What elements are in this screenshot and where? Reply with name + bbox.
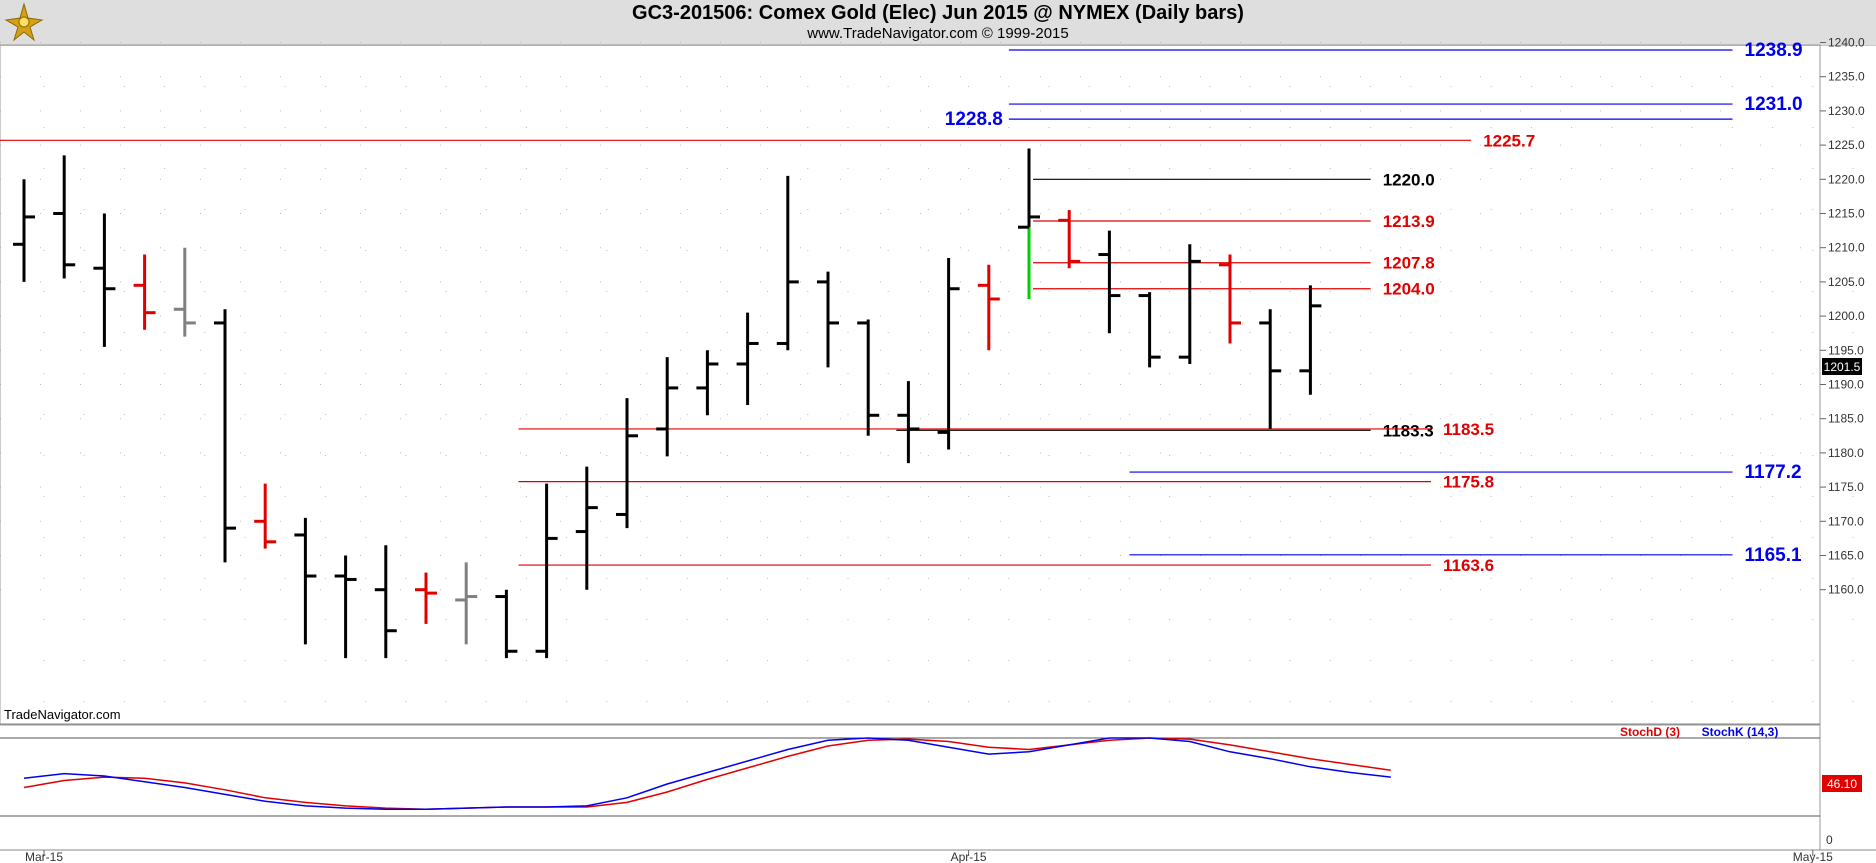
chart-subtitle: www.TradeNavigator.com © 1999-2015 — [807, 25, 1069, 42]
level-label: 1183.3 — [1383, 421, 1434, 440]
level-label: 1175.8 — [1443, 473, 1494, 492]
date-tick-label: Apr-15 — [951, 850, 987, 863]
price-axis: 1160.0 1165.0 1170.0 1175.0 1180.0 1185.0 1190… — [1820, 36, 1865, 597]
price-tick-label: 1215.0 — [1828, 207, 1865, 221]
price-tick-label: 1240.0 — [1828, 36, 1865, 50]
price-tick-label: 1160.0 — [1828, 583, 1864, 597]
price-panel-frame — [0, 44, 1821, 726]
date-tick-label: May-15 — [1793, 850, 1833, 863]
levels-layer: 1238.9 1231.0 1228.8 1225.7 1220.0 1213.9 1207… — [0, 40, 1803, 575]
stochastic-panel: StochD (3) StochK (14,3) 0 46.10 — [0, 723, 1876, 851]
price-tick-label: 1210.0 — [1828, 241, 1865, 255]
stoch-value-label: 46.10 — [1827, 777, 1857, 791]
price-tick-label: 1225.0 — [1828, 138, 1865, 152]
price-tick-label: 1230.0 — [1828, 104, 1865, 118]
chart-header: GC3-201506: Comex Gold (Elec) Jun 2015 @… — [0, 0, 1876, 46]
price-tick-label: 1200.0 — [1828, 309, 1865, 323]
level-label: 1228.8 — [945, 109, 1003, 130]
chart-title: GC3-201506: Comex Gold (Elec) Jun 2015 @… — [632, 2, 1244, 24]
level-label: 1177.2 — [1745, 462, 1802, 483]
date-axis: Mar-15 Apr-15 May-15 — [25, 850, 1833, 863]
price-tick-label: 1205.0 — [1828, 275, 1865, 289]
price-tick-label: 1190.0 — [1828, 378, 1864, 392]
watermark-text: TradeNavigator.com — [4, 707, 121, 722]
last-price-tag: 1201.5 — [1822, 358, 1862, 375]
stoch-d-legend: StochD (3) — [1620, 725, 1680, 739]
stoch-d-line — [23, 737, 1391, 811]
level-label: 1231.0 — [1745, 94, 1803, 115]
grid-dots — [0, 42, 1854, 724]
level-label: 1165.1 — [1745, 545, 1802, 566]
level-label: 1207.8 — [1383, 254, 1435, 273]
price-tick-label: 1180.0 — [1828, 446, 1864, 460]
trade-navigator-logo-icon — [4, 2, 44, 47]
price-tick-label: 1235.0 — [1828, 70, 1865, 84]
stoch-k-legend: StochK (14,3) — [1702, 725, 1779, 739]
level-label: 1225.7 — [1483, 131, 1535, 150]
stoch-value-tag — [1822, 775, 1862, 792]
price-tick-label: 1195.0 — [1828, 343, 1864, 357]
level-label: 1238.9 — [1745, 40, 1803, 61]
price-tick-label: 1165.0 — [1828, 549, 1864, 563]
price-tick-label: 1170.0 — [1828, 514, 1864, 528]
last-price-label: 1201.5 — [1824, 360, 1861, 374]
level-label: 1183.5 — [1443, 420, 1494, 439]
price-tick-label: 1185.0 — [1828, 412, 1864, 426]
price-tick-label: 1175.0 — [1828, 480, 1864, 494]
stoch-zero-label: 0 — [1826, 833, 1833, 847]
level-label: 1204.0 — [1383, 280, 1435, 299]
price-tick-label: 1220.0 — [1828, 172, 1865, 186]
stoch-k-line — [23, 737, 1391, 811]
date-tick-label: Mar-15 — [25, 850, 63, 863]
level-label: 1163.6 — [1443, 556, 1494, 575]
bars-layer — [13, 148, 1322, 659]
level-label: 1213.9 — [1383, 212, 1435, 231]
level-label: 1220.0 — [1383, 170, 1435, 189]
